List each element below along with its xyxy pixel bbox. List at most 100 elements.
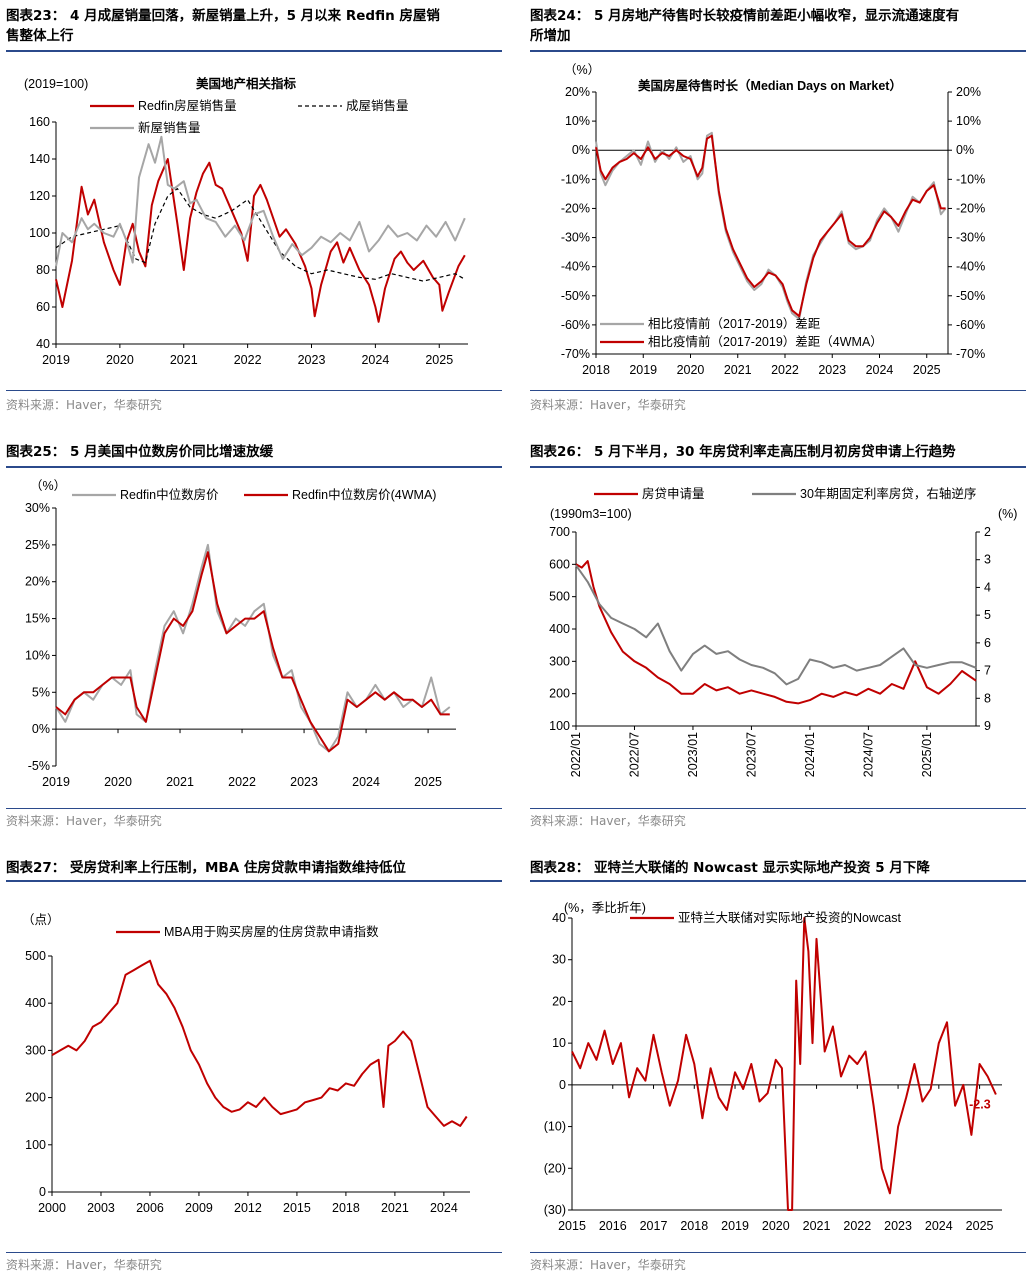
source-rule [6,808,502,809]
panel-title: 图表26： 5 月下半月，30 年房贷利率走高压制月初房贷申请上行趋势 [530,444,956,460]
y-tick-label: 25% [25,538,50,552]
y-tick-label: 120 [29,189,50,203]
y-tick-label: -30% [561,231,590,245]
y-tick-label: 300 [25,1043,46,1057]
y-tick-label: 200 [549,687,570,701]
x-tick-label: 2025 [425,353,453,367]
unit-label: (1990m3=100) [550,507,632,521]
panel-title: 图表25： 5 月美国中位数房价同比增速放缓 [6,444,274,460]
source-rule [6,390,502,391]
y-tick-label: 20% [565,85,590,99]
y-tick-label: 300 [549,654,570,668]
y-tick-label: -20% [561,201,590,215]
x-tick-label: 2015 [283,1201,311,1215]
y-tick-label-right: 4 [984,580,991,594]
x-tick-label: 2020 [104,775,132,789]
x-tick-label: 2020 [677,363,705,377]
y-tick-label: 10 [552,1036,566,1050]
source-note: 资料来源：Haver，华泰研究 [530,398,686,412]
x-tick-label: 2018 [680,1219,708,1233]
panel-title: 图表27： 受房贷利率上行压制，MBA 住房贷款申请指数维持低位 [6,860,406,876]
source-rule [530,808,1026,809]
y-tick-label: -60% [561,318,590,332]
x-tick-label: 2022/07 [627,732,641,777]
y-tick-label-right: -10% [956,172,985,186]
x-tick-label: 2024/07 [861,732,875,777]
y-tick-label-right: 9 [984,719,991,733]
x-tick-label: 2024 [925,1219,953,1233]
x-tick-label: 2024/01 [803,732,817,777]
legend-label: Redfin中位数房价(4WMA) [292,487,436,502]
legend-label: Redfin中位数房价 [120,487,219,502]
y-tick-label-right: 5 [984,608,991,622]
y-tick-label: 140 [29,152,50,166]
x-tick-label: 2006 [136,1201,164,1215]
title-rule [6,50,502,52]
x-tick-label: 2023 [290,775,318,789]
x-tick-label: 2009 [185,1201,213,1215]
series-line-1 [571,917,997,1211]
y-tick-label: -40% [561,260,590,274]
y-tick-label-right: 7 [984,664,991,678]
x-tick-label: 2021 [724,363,752,377]
x-tick-label: 2003 [87,1201,115,1215]
y-tick-label: -50% [561,289,590,303]
x-tick-label: 2023/01 [686,732,700,777]
y-tick-label: 200 [25,1091,46,1105]
x-tick-label: 2019 [721,1219,749,1233]
y-tick-label: -10% [561,172,590,186]
chart-27-svg: 0 100 200 300 400 500 2000 2003 2006 2009 2012 2015… [22,913,470,1215]
y-tick-label: (30) [544,1203,566,1217]
unit-label: （点） [22,913,60,927]
chart-title: 美国房屋待售时长（Median Days on Market） [638,78,902,93]
x-tick-label: 2022/01 [569,732,583,777]
title-rule [530,880,1026,882]
panel-title-line1: 图表23： 4 月成屋销量回落，新屋销量上升，5 月以来 Redfin 房屋销 [6,8,440,24]
chart-26-svg: 100 200 300 400 500 600 700 2 3 4 5 6 7 8 9 2022/01 2022… [549,486,1017,777]
y-tick-label: 40 [36,337,50,351]
y-tick-label: (10) [544,1120,566,1134]
x-tick-label: 2024 [361,353,389,367]
y-tick-label: 100 [29,226,50,240]
y-tick-label-right: 10% [956,114,981,128]
unit-label: （%） [564,63,600,77]
series-line-2 [55,188,466,282]
chart-25-svg: -5% 0% 5% 10% 15% 20% 25% 30% 2019 2020 2021 2022 20… [25,479,456,789]
panel-chart-23: 图表23： 4 月成屋销量回落，新屋销量上升，5 月以来 Redfin 房屋销 … [6,6,502,416]
y-tick-label: (20) [544,1161,566,1175]
x-tick-label: 2023 [298,353,326,367]
x-tick-label: 2021 [170,353,198,367]
legend-label: 房贷申请量 [642,486,705,501]
y-tick-label: 20 [552,994,566,1008]
y-tick-label: -5% [28,759,50,773]
chart-28-svg: (30) (20) (10) 0 10 20 30 40 2015 2016 2017 2018 201… [544,900,1002,1233]
source-note: 资料来源：Haver，华泰研究 [6,1258,162,1272]
x-tick-label: 2023 [818,363,846,377]
x-tick-label: 2022 [771,363,799,377]
title-rule [530,466,1026,468]
x-tick-label: 2025 [913,363,941,377]
series-line-2 [595,134,946,318]
y-tick-label: 80 [36,263,50,277]
data-label-last: -2.3 [969,1097,991,1111]
y-tick-label-right: -50% [956,289,985,303]
y-tick-label: 500 [549,590,570,604]
panel-title: 图表23： 4 月成屋销量回落，新屋销量上升，5 月以来 Redfin 房屋销 … [6,6,502,46]
legend-label: Redfin房屋销售量 [138,98,237,113]
y-tick-label-right: -40% [956,260,985,274]
panel-chart-28: 图表28： 亚特兰大联储的 Nowcast 显示实际地产投资 5 月下降 (30… [530,858,1026,1276]
y-tick-label-right: 2 [984,525,991,539]
source-rule [530,390,1026,391]
y-tick-label: 600 [549,557,570,571]
source-note: 资料来源：Haver，华泰研究 [530,814,686,828]
x-tick-label: 2015 [558,1219,586,1233]
y-tick-label: 0% [32,722,50,736]
x-tick-label: 2021 [166,775,194,789]
y-tick-label-right: 0% [956,143,974,157]
y-tick-label-right: -70% [956,347,985,361]
y-tick-label: 100 [25,1138,46,1152]
series-line-1 [55,158,466,323]
y-tick-label: 30 [552,953,566,967]
x-tick-label: 2024 [866,363,894,377]
source-note: 资料来源：Haver，华泰研究 [6,398,162,412]
